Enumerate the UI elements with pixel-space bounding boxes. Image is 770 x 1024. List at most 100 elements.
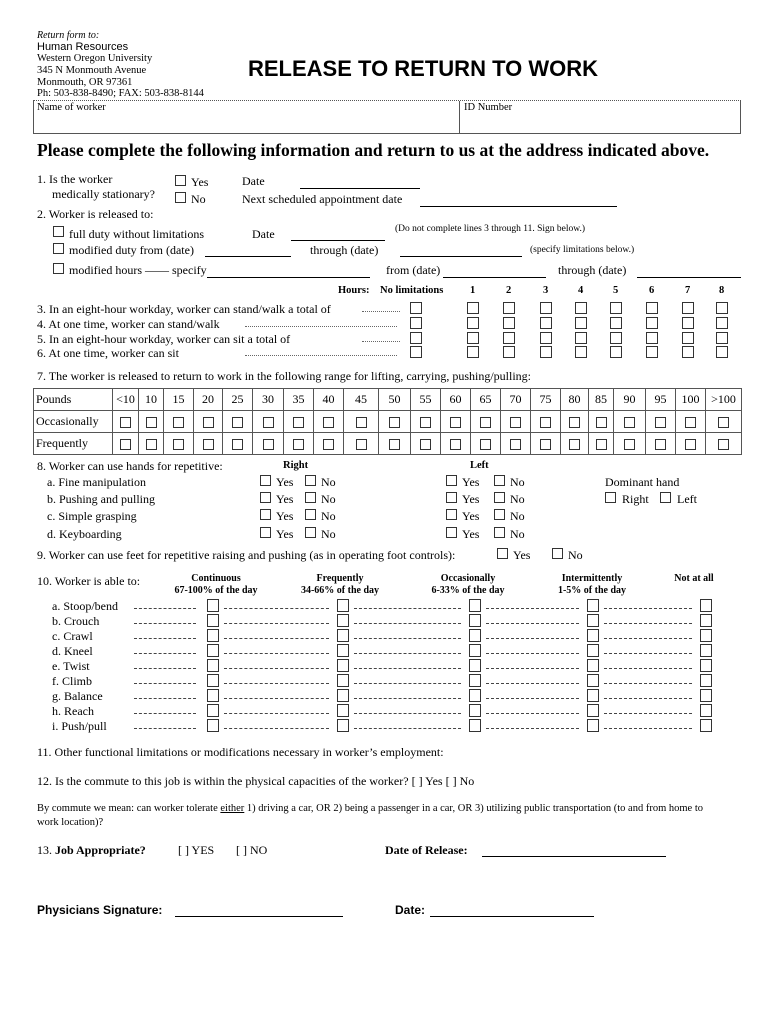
lift-checkbox[interactable] bbox=[480, 416, 491, 428]
q10-continuous-checkbox[interactable] bbox=[207, 704, 219, 717]
lift-checkbox[interactable] bbox=[173, 416, 184, 428]
q10-frequently-checkbox[interactable] bbox=[337, 629, 349, 642]
q8-right-yes-checkbox[interactable] bbox=[260, 527, 271, 538]
q13-yes-option[interactable]: [ ] YES bbox=[178, 843, 215, 857]
q10-not-at-all-checkbox[interactable] bbox=[700, 644, 712, 657]
lift-checkbox[interactable] bbox=[202, 438, 214, 450]
q10-frequently-checkbox[interactable] bbox=[337, 689, 349, 702]
q8-right-yes-checkbox[interactable] bbox=[260, 475, 271, 486]
physician-signature-field[interactable] bbox=[175, 916, 343, 917]
hours-2-checkbox[interactable] bbox=[503, 302, 515, 314]
lift-checkbox[interactable] bbox=[232, 416, 243, 428]
hours-8-checkbox[interactable] bbox=[716, 317, 728, 329]
lift-checkbox[interactable] bbox=[718, 438, 729, 450]
lift-checkbox[interactable] bbox=[480, 438, 491, 450]
hours-5-checkbox[interactable] bbox=[610, 346, 622, 358]
q10-occasionally-checkbox[interactable] bbox=[469, 614, 481, 627]
q8-left-yes-checkbox[interactable] bbox=[446, 527, 457, 538]
q9-yes-checkbox[interactable] bbox=[497, 548, 508, 559]
modified-hours-checkbox[interactable] bbox=[53, 263, 64, 274]
modified-duty-checkbox[interactable] bbox=[53, 243, 64, 254]
q10-not-at-all-checkbox[interactable] bbox=[700, 599, 712, 612]
q10-occasionally-checkbox[interactable] bbox=[469, 719, 481, 732]
hours-8-checkbox[interactable] bbox=[716, 302, 728, 314]
q10-frequently-checkbox[interactable] bbox=[337, 614, 349, 627]
no-limitations-checkbox[interactable] bbox=[410, 302, 422, 314]
hours-3-checkbox[interactable] bbox=[540, 317, 552, 329]
hours-5-checkbox[interactable] bbox=[610, 317, 622, 329]
q10-occasionally-checkbox[interactable] bbox=[469, 644, 481, 657]
full-duty-checkbox[interactable] bbox=[53, 226, 64, 237]
q10-not-at-all-checkbox[interactable] bbox=[700, 614, 712, 627]
q8-right-yes-checkbox[interactable] bbox=[260, 492, 271, 503]
q10-occasionally-checkbox[interactable] bbox=[469, 674, 481, 687]
lift-checkbox[interactable] bbox=[389, 438, 400, 450]
modified-hours-from-field[interactable] bbox=[443, 277, 546, 278]
hours-6-checkbox[interactable] bbox=[646, 346, 658, 358]
lift-checkbox[interactable] bbox=[145, 438, 157, 450]
q10-not-at-all-checkbox[interactable] bbox=[700, 674, 712, 687]
lift-checkbox[interactable] bbox=[685, 416, 696, 428]
lift-checkbox[interactable] bbox=[655, 416, 666, 428]
hours-3-checkbox[interactable] bbox=[540, 332, 552, 344]
lift-checkbox[interactable] bbox=[450, 416, 461, 428]
q10-intermittently-checkbox[interactable] bbox=[587, 659, 599, 672]
q10-continuous-checkbox[interactable] bbox=[207, 629, 219, 642]
q10-frequently-checkbox[interactable] bbox=[337, 704, 349, 717]
lift-checkbox[interactable] bbox=[540, 438, 551, 450]
lift-checkbox[interactable] bbox=[262, 438, 274, 450]
lift-checkbox[interactable] bbox=[595, 416, 607, 428]
q8-left-no-checkbox[interactable] bbox=[494, 527, 505, 538]
q10-frequently-checkbox[interactable] bbox=[337, 599, 349, 612]
lift-checkbox[interactable] bbox=[685, 438, 696, 450]
q10-intermittently-checkbox[interactable] bbox=[587, 719, 599, 732]
hours-2-checkbox[interactable] bbox=[503, 317, 515, 329]
hours-3-checkbox[interactable] bbox=[540, 346, 552, 358]
hours-1-checkbox[interactable] bbox=[467, 332, 479, 344]
q10-intermittently-checkbox[interactable] bbox=[587, 614, 599, 627]
lift-checkbox[interactable] bbox=[262, 416, 274, 428]
lift-checkbox[interactable] bbox=[624, 416, 635, 428]
q10-intermittently-checkbox[interactable] bbox=[587, 599, 599, 612]
q10-continuous-checkbox[interactable] bbox=[207, 659, 219, 672]
lift-checkbox[interactable] bbox=[450, 438, 461, 450]
hours-6-checkbox[interactable] bbox=[646, 332, 658, 344]
dominant-right-checkbox[interactable] bbox=[605, 492, 616, 503]
lift-checkbox[interactable] bbox=[202, 416, 214, 428]
lift-checkbox[interactable] bbox=[120, 416, 131, 428]
lift-checkbox[interactable] bbox=[420, 438, 431, 450]
q9-no-checkbox[interactable] bbox=[552, 548, 563, 559]
lift-checkbox[interactable] bbox=[569, 416, 580, 428]
lift-checkbox[interactable] bbox=[293, 416, 304, 428]
lift-checkbox[interactable] bbox=[595, 438, 607, 450]
lift-checkbox[interactable] bbox=[323, 438, 334, 450]
hours-7-checkbox[interactable] bbox=[682, 317, 694, 329]
hours-2-checkbox[interactable] bbox=[503, 332, 515, 344]
hours-4-checkbox[interactable] bbox=[575, 302, 587, 314]
hours-5-checkbox[interactable] bbox=[610, 302, 622, 314]
q10-occasionally-checkbox[interactable] bbox=[469, 704, 481, 717]
hours-5-checkbox[interactable] bbox=[610, 332, 622, 344]
hours-4-checkbox[interactable] bbox=[575, 332, 587, 344]
lift-checkbox[interactable] bbox=[655, 438, 666, 450]
q8-left-no-checkbox[interactable] bbox=[494, 475, 505, 486]
q10-intermittently-checkbox[interactable] bbox=[587, 674, 599, 687]
lift-checkbox[interactable] bbox=[323, 416, 334, 428]
q10-continuous-checkbox[interactable] bbox=[207, 689, 219, 702]
q10-frequently-checkbox[interactable] bbox=[337, 659, 349, 672]
q1-next-appointment-field[interactable] bbox=[420, 206, 617, 207]
lift-checkbox[interactable] bbox=[355, 438, 367, 450]
lift-checkbox[interactable] bbox=[510, 438, 521, 450]
q10-continuous-checkbox[interactable] bbox=[207, 644, 219, 657]
lift-checkbox[interactable] bbox=[232, 438, 243, 450]
q10-frequently-checkbox[interactable] bbox=[337, 719, 349, 732]
q10-continuous-checkbox[interactable] bbox=[207, 674, 219, 687]
lift-checkbox[interactable] bbox=[389, 416, 400, 428]
lift-checkbox[interactable] bbox=[420, 416, 431, 428]
lift-checkbox[interactable] bbox=[569, 438, 580, 450]
q8-left-no-checkbox[interactable] bbox=[494, 509, 505, 520]
q10-not-at-all-checkbox[interactable] bbox=[700, 704, 712, 717]
lift-checkbox[interactable] bbox=[510, 416, 521, 428]
hours-4-checkbox[interactable] bbox=[575, 346, 587, 358]
modified-hours-specify-field[interactable] bbox=[207, 277, 370, 278]
